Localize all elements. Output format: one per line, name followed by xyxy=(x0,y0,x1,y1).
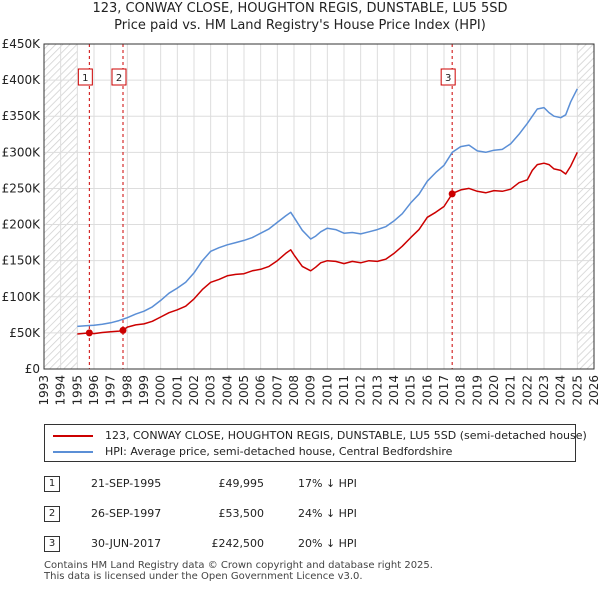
y-tick-label: £200K xyxy=(2,218,42,232)
y-tick-label: £0 xyxy=(25,362,40,376)
x-tick-label: 2006 xyxy=(254,375,268,406)
sale-point xyxy=(448,190,456,198)
sale-badge-box xyxy=(440,68,456,86)
legend-swatch-hpi xyxy=(53,451,93,453)
x-tick-label: 1997 xyxy=(104,375,118,406)
y-tick-label: £100K xyxy=(2,290,42,304)
sale-point xyxy=(85,329,93,337)
legend-item-property: 123, CONWAY CLOSE, HOUGHTON REGIS, DUNST… xyxy=(53,428,587,443)
sale-point xyxy=(119,326,127,334)
x-tick-label: 2022 xyxy=(520,375,534,406)
x-tick-label: 2001 xyxy=(170,375,184,406)
plot-area xyxy=(44,44,594,369)
title-line-2: Price paid vs. HM Land Registry's House … xyxy=(114,18,486,33)
price-chart: £0 £50K £100K £150K £200K £250K £300K £350K £400… xyxy=(2,37,600,406)
sale-badge-label: 2 xyxy=(116,73,122,84)
sale-hpi-delta: 17% ↓ HPI xyxy=(298,477,357,490)
x-tick-label: 2015 xyxy=(404,375,418,406)
sale-badge: 2 xyxy=(111,68,127,86)
x-tick-label: 1996 xyxy=(87,375,101,406)
x-tick-label: 2002 xyxy=(187,375,201,406)
x-tick-label: 2023 xyxy=(537,375,551,406)
sale-hpi-delta: 20% ↓ HPI xyxy=(298,537,357,550)
x-tick-label: 2000 xyxy=(154,375,168,406)
hpi-series-line xyxy=(77,88,578,328)
y-tick-label: £50K xyxy=(9,326,41,340)
sale-price: £49,995 xyxy=(218,477,265,490)
legend-label-hpi: HPI: Average price, semi-detached house,… xyxy=(105,445,453,458)
legend-swatch-property xyxy=(53,435,93,437)
legend-label-property: 123, CONWAY CLOSE, HOUGHTON REGIS, DUNST… xyxy=(105,429,587,442)
sale-price: £242,500 xyxy=(211,537,265,550)
x-tick-label: 2026 xyxy=(587,375,600,406)
x-tick-label: 2017 xyxy=(437,375,451,406)
sale-number: 1 xyxy=(44,476,60,492)
x-tick-label: 2020 xyxy=(487,375,501,406)
x-tick-label: 2024 xyxy=(554,375,568,406)
x-tick-label: 2007 xyxy=(270,375,284,406)
x-tick-label: 2021 xyxy=(504,375,518,406)
sale-badge-box xyxy=(111,68,127,86)
title-line-1: 123, CONWAY CLOSE, HOUGHTON REGIS, DUNST… xyxy=(92,1,508,16)
sale-price: £53,500 xyxy=(218,507,265,520)
sale-badge-label: 1 xyxy=(82,73,88,84)
x-tick-label: 2018 xyxy=(454,375,468,406)
x-tick-label: 2008 xyxy=(287,375,301,406)
x-tick-label: 1994 xyxy=(54,375,68,406)
chart-title: 123, CONWAY CLOSE, HOUGHTON REGIS, DUNST… xyxy=(0,0,600,34)
sale-date: 21-SEP-1995 xyxy=(91,477,162,490)
x-tick-label: 1995 xyxy=(70,375,84,406)
x-tick-label: 2019 xyxy=(470,375,484,406)
x-tick-label: 2011 xyxy=(337,375,351,406)
x-tick-label: 2005 xyxy=(237,375,251,406)
sale-date: 26-SEP-1997 xyxy=(91,507,162,520)
y-tick-label: £350K xyxy=(2,109,42,123)
footer-copyright: Contains HM Land Registry data © Crown c… xyxy=(44,560,433,571)
footer-licence: This data is licensed under the Open Gov… xyxy=(44,571,363,582)
x-tick-label: 2010 xyxy=(320,375,334,406)
sale-badge: 1 xyxy=(77,68,93,86)
y-tick-label: £300K xyxy=(2,145,42,159)
legend: 123, CONWAY CLOSE, HOUGHTON REGIS, DUNST… xyxy=(44,424,587,462)
y-tick-label: £400K xyxy=(2,73,42,87)
sale-badge-label: 3 xyxy=(445,73,451,84)
footer: Contains HM Land Registry data © Crown c… xyxy=(44,560,433,582)
x-tick-label: 2009 xyxy=(304,375,318,406)
plot-frame xyxy=(43,43,595,370)
x-tick-label: 1998 xyxy=(120,375,134,406)
sale-badge: 3 xyxy=(440,68,456,86)
legend-item-hpi: HPI: Average price, semi-detached house,… xyxy=(53,444,452,459)
x-tick-label: 2016 xyxy=(420,375,434,406)
sale-number: 3 xyxy=(44,536,60,552)
y-tick-label: £250K xyxy=(2,181,42,195)
x-tick-label: 1993 xyxy=(37,375,51,406)
property-series-line xyxy=(77,151,578,335)
x-tick-label: 2013 xyxy=(370,375,384,406)
hatched-region xyxy=(577,44,594,369)
x-tick-label: 1999 xyxy=(137,375,151,406)
x-tick-label: 2003 xyxy=(204,375,218,406)
sale-hpi-delta: 24% ↓ HPI xyxy=(298,507,357,520)
x-tick-label: 2025 xyxy=(570,375,584,406)
sale-date: 30-JUN-2017 xyxy=(91,537,162,550)
x-tick-label: 2004 xyxy=(220,375,234,406)
y-tick-label: £150K xyxy=(2,254,42,268)
y-tick-label: £450K xyxy=(2,37,42,51)
x-tick-label: 2012 xyxy=(354,375,368,406)
sale-number: 2 xyxy=(44,506,60,522)
x-tick-label: 2014 xyxy=(387,375,401,406)
sale-badge-box xyxy=(77,68,93,86)
